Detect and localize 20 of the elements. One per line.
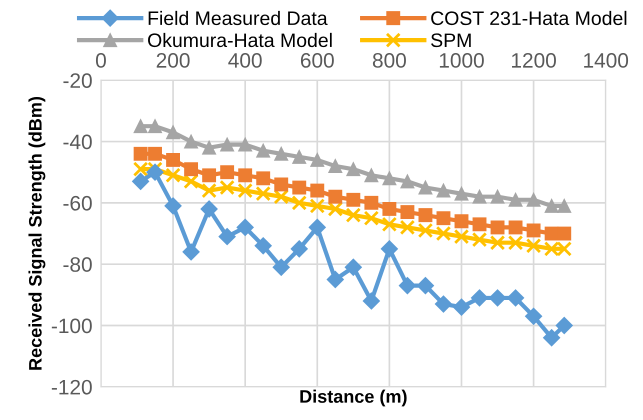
y-tick-label: -60 bbox=[63, 196, 92, 211]
x-tick-label: 400 bbox=[228, 53, 262, 68]
legend-label: Field Measured Data bbox=[148, 10, 328, 26]
y-tick-label: -120 bbox=[52, 380, 92, 395]
y-tick-label: -80 bbox=[63, 257, 92, 272]
y-tick-label: -100 bbox=[52, 318, 92, 334]
legend-label: COST 231-Hata Model bbox=[431, 10, 626, 26]
x-tick-label: 600 bbox=[300, 53, 334, 68]
y-axis-title: Received Signal Strength (dBm) bbox=[28, 96, 46, 370]
x-tick-label: 0 bbox=[96, 53, 106, 68]
x-tick-label: 1400 bbox=[584, 53, 628, 68]
x-tick-label: 800 bbox=[372, 53, 406, 68]
x-tick-label: 1200 bbox=[512, 53, 556, 68]
y-tick-label: -40 bbox=[63, 134, 92, 150]
legend-label: Okumura-Hata Model bbox=[148, 32, 332, 48]
legend-label: SPM bbox=[431, 33, 471, 48]
x-axis-title: Distance (m) bbox=[300, 390, 407, 406]
y-tick-label: -20 bbox=[63, 73, 92, 88]
x-tick-label: 200 bbox=[156, 53, 190, 68]
x-tick-label: 1000 bbox=[440, 53, 484, 68]
